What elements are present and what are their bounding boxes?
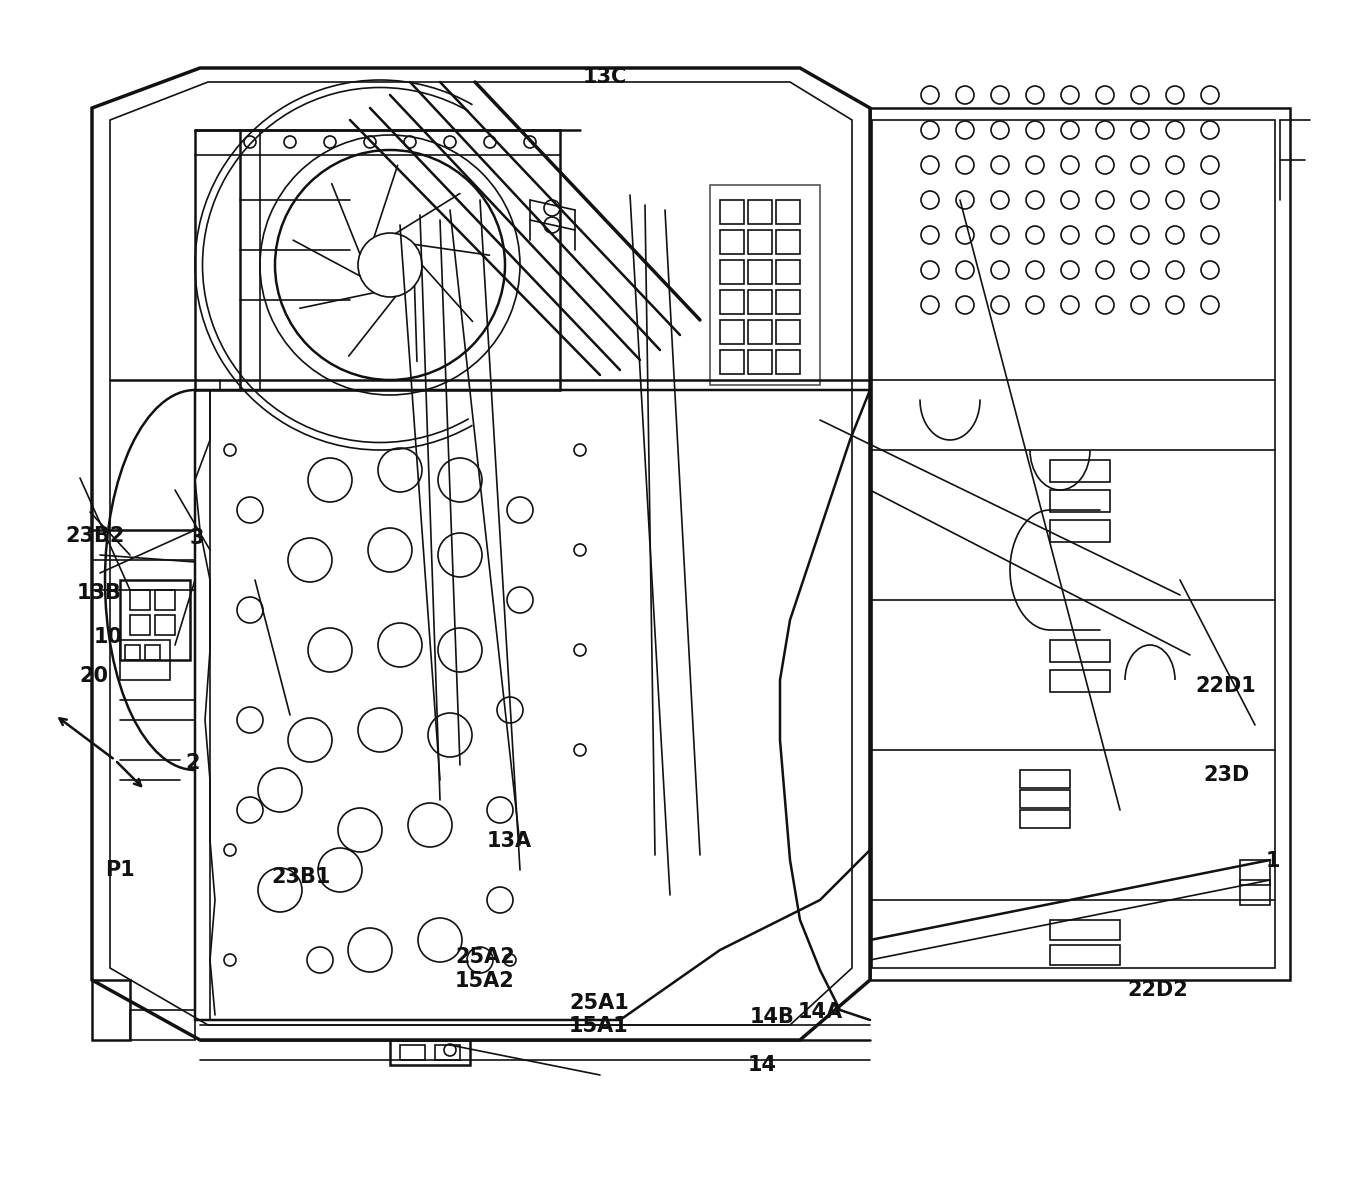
Text: 25A1: 25A1 xyxy=(569,994,629,1013)
Bar xyxy=(776,261,801,284)
Bar xyxy=(749,350,772,374)
Bar xyxy=(1239,880,1270,905)
Text: 15A1: 15A1 xyxy=(569,1016,629,1035)
Bar xyxy=(720,261,744,284)
Text: 23B2: 23B2 xyxy=(66,527,125,546)
Text: 1: 1 xyxy=(1265,851,1281,870)
Text: 22D2: 22D2 xyxy=(1127,981,1187,1000)
Bar xyxy=(749,230,772,253)
Bar xyxy=(776,230,801,253)
Bar xyxy=(435,1045,461,1060)
Bar xyxy=(1050,520,1111,542)
Bar xyxy=(1020,790,1069,808)
Bar xyxy=(1050,490,1111,512)
Text: 15A2: 15A2 xyxy=(455,971,515,990)
Bar xyxy=(720,200,744,224)
Bar xyxy=(720,350,744,374)
Bar xyxy=(389,1040,470,1065)
Bar xyxy=(776,290,801,314)
Bar xyxy=(1020,770,1069,788)
Bar xyxy=(400,1045,425,1060)
Bar xyxy=(749,290,772,314)
Text: 13B: 13B xyxy=(77,584,122,602)
Bar xyxy=(749,200,772,224)
Bar xyxy=(121,580,191,660)
Bar xyxy=(1050,920,1120,940)
Text: 14: 14 xyxy=(747,1055,776,1074)
Text: 14B: 14B xyxy=(750,1008,795,1027)
Bar xyxy=(720,320,744,344)
Text: 25A2: 25A2 xyxy=(455,948,515,967)
Text: 23D: 23D xyxy=(1204,765,1250,784)
Bar xyxy=(121,640,170,680)
Text: 3: 3 xyxy=(189,528,204,547)
Bar xyxy=(1020,810,1069,828)
Bar xyxy=(776,350,801,374)
Bar xyxy=(155,590,175,610)
Bar xyxy=(1050,640,1111,661)
Bar xyxy=(125,645,140,660)
Text: 13A: 13A xyxy=(487,831,532,850)
Bar xyxy=(776,200,801,224)
Bar xyxy=(1050,946,1120,964)
Text: 2: 2 xyxy=(185,753,200,772)
Bar xyxy=(155,615,175,635)
Text: 14A: 14A xyxy=(798,1002,843,1021)
Text: 10: 10 xyxy=(93,627,122,646)
Text: 13C: 13C xyxy=(583,67,627,86)
Bar xyxy=(1239,859,1270,885)
Bar xyxy=(776,320,801,344)
Bar xyxy=(1050,670,1111,692)
Bar xyxy=(130,590,149,610)
Bar xyxy=(749,320,772,344)
Bar xyxy=(720,230,744,253)
Bar xyxy=(710,185,820,386)
Bar xyxy=(130,615,149,635)
Bar xyxy=(1050,460,1111,482)
Text: 23B1: 23B1 xyxy=(271,868,330,887)
Text: 22D1: 22D1 xyxy=(1196,677,1256,696)
Bar xyxy=(145,645,160,660)
Text: 20: 20 xyxy=(80,666,108,685)
Bar xyxy=(749,261,772,284)
Text: P1: P1 xyxy=(106,861,136,880)
Bar xyxy=(720,290,744,314)
